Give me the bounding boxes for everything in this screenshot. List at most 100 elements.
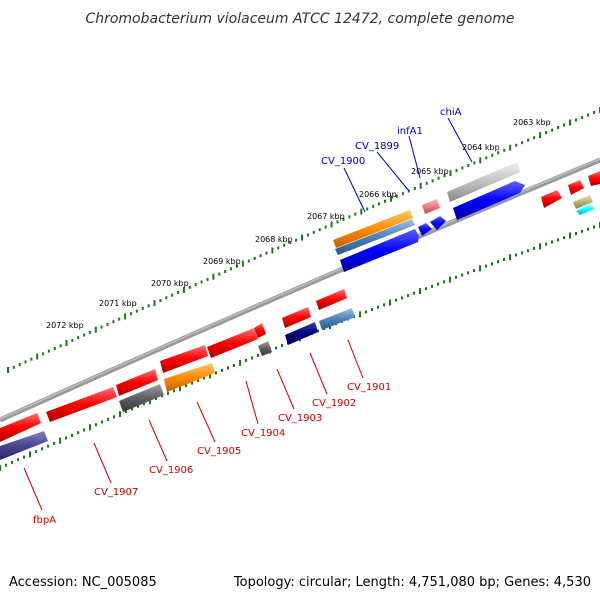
gene-arrow-small-blue-2[interactable]	[418, 223, 432, 236]
major-tick	[179, 385, 181, 392]
minor-tick	[443, 174, 446, 178]
minor-tick	[275, 346, 277, 350]
gene-label-CV-1904[interactable]: CV_1904	[241, 428, 285, 439]
gene-arrow-far-cyan[interactable]	[576, 204, 594, 215]
minor-tick	[83, 428, 85, 432]
gene-label-fbpA[interactable]: fbpA	[33, 515, 56, 526]
minor-tick	[218, 272, 221, 276]
gene-arrow-CV-1904[interactable]	[207, 328, 258, 358]
minor-tick	[365, 310, 367, 314]
gene-arrow-steel-1[interactable]	[335, 219, 415, 255]
minor-tick	[206, 277, 209, 281]
major-tick	[29, 451, 31, 458]
gene-label-CV-1900[interactable]: CV_1900	[321, 156, 365, 167]
minor-tick	[425, 181, 428, 185]
gene-label-chiA[interactable]: chiA	[440, 107, 462, 118]
gene-arrow-CV-1899[interactable]	[340, 229, 419, 272]
gene-label-CV-1903[interactable]: CV_1903	[278, 413, 322, 424]
minor-tick	[503, 148, 506, 152]
gene-arrow-CV-1900[interactable]	[333, 210, 413, 248]
minor-tick	[324, 225, 327, 229]
minor-tick	[24, 360, 27, 364]
gene-label-infA1[interactable]: infA1	[397, 126, 423, 137]
major-tick	[479, 265, 481, 272]
major-tick	[509, 144, 512, 151]
gene-label-CV-1902[interactable]: CV_1902	[312, 398, 356, 409]
minor-tick	[101, 420, 103, 424]
minor-tick	[185, 384, 187, 388]
major-tick	[479, 157, 482, 164]
major-tick	[124, 313, 127, 320]
minor-tick	[461, 273, 463, 277]
gene-arrow-far-olive[interactable]	[573, 195, 593, 209]
minor-tick	[533, 247, 535, 250]
major-tick	[360, 208, 363, 215]
minor-tick	[53, 441, 55, 445]
minor-tick	[491, 262, 493, 266]
gene-arrow-steel-2[interactable]	[319, 308, 355, 330]
minor-tick	[521, 251, 523, 255]
gene-arrow-far-red-2[interactable]	[568, 180, 584, 195]
forward-strand-genes	[333, 162, 600, 272]
minor-tick	[77, 431, 79, 435]
gene-arrow-chiA[interactable]	[447, 162, 520, 202]
kbp-label: 2065 kbp	[411, 167, 449, 176]
minor-tick	[557, 238, 559, 242]
minor-tick	[41, 447, 43, 451]
gene-arrow-CV-1903[interactable]	[285, 322, 318, 345]
major-tick	[65, 340, 68, 347]
gene-label-CV-1906[interactable]: CV_1906	[149, 465, 193, 476]
minor-tick	[47, 444, 49, 448]
minor-tick	[401, 192, 404, 196]
gene-label-CV-1901[interactable]: CV_1901	[347, 382, 391, 393]
major-tick	[509, 254, 511, 261]
major-tick	[449, 170, 452, 177]
reverse-strand-genes	[0, 289, 355, 460]
gene-arrow-purple[interactable]	[0, 431, 48, 460]
minor-tick	[491, 153, 494, 157]
minor-tick	[83, 333, 86, 337]
minor-tick	[378, 202, 381, 206]
minor-tick	[551, 240, 553, 244]
minor-tick	[503, 257, 505, 261]
gene-label-CV-1899[interactable]: CV_1899	[355, 141, 399, 152]
gene-arrow-red-1906[interactable]	[160, 345, 208, 373]
minor-tick	[118, 317, 121, 321]
gene-label-CV-1907[interactable]: CV_1907	[94, 487, 138, 498]
gene-arrow-red-upper-1906[interactable]	[116, 369, 158, 396]
minor-tick	[551, 128, 554, 132]
minor-tick	[354, 212, 357, 216]
gene-arrow-CV-1907[interactable]	[46, 387, 117, 422]
minor-tick	[563, 123, 565, 127]
gene-arrow-far-red-3[interactable]	[588, 171, 600, 186]
gene-arrow-small-gray[interactable]	[258, 341, 272, 356]
minor-tick	[131, 407, 133, 411]
gene-arrow-CV-1906[interactable]	[119, 384, 164, 412]
minor-tick	[227, 366, 229, 370]
major-tick	[239, 359, 241, 366]
gene-arrow-CV-1901[interactable]	[316, 289, 347, 310]
minor-tick	[395, 194, 398, 198]
major-tick	[539, 132, 542, 139]
gene-arrow-infA1[interactable]	[422, 199, 440, 214]
kbp-label: 2066 kbp	[359, 190, 397, 199]
gene-arrow-CV-1905[interactable]	[164, 363, 215, 392]
gene-label-CV-1905[interactable]: CV_1905	[197, 446, 241, 457]
gene-arrow-fbpA[interactable]	[0, 413, 41, 442]
gene-arrow-small-red[interactable]	[254, 323, 266, 338]
label-leader-lines	[23, 117, 473, 511]
minor-tick	[259, 254, 262, 258]
minor-tick	[224, 270, 227, 273]
genome-backbone	[0, 157, 600, 423]
gene-arrow-small-blue-1[interactable]	[430, 216, 446, 230]
gene-arrow-far-red-1[interactable]	[541, 190, 562, 208]
minor-tick	[563, 236, 565, 240]
major-tick	[301, 234, 303, 241]
kbp-label: 2070 kbp	[151, 279, 189, 288]
major-tick	[330, 221, 333, 228]
reverse-gene-labels: CV_1901 CV_1902 CV_1903 CV_1904 CV_1905 …	[33, 382, 391, 526]
gene-arrow-CV-1902[interactable]	[282, 307, 311, 328]
minor-tick	[527, 249, 529, 253]
minor-tick	[200, 280, 203, 284]
gene-arrow-blue-chiA-region[interactable]	[453, 181, 525, 220]
